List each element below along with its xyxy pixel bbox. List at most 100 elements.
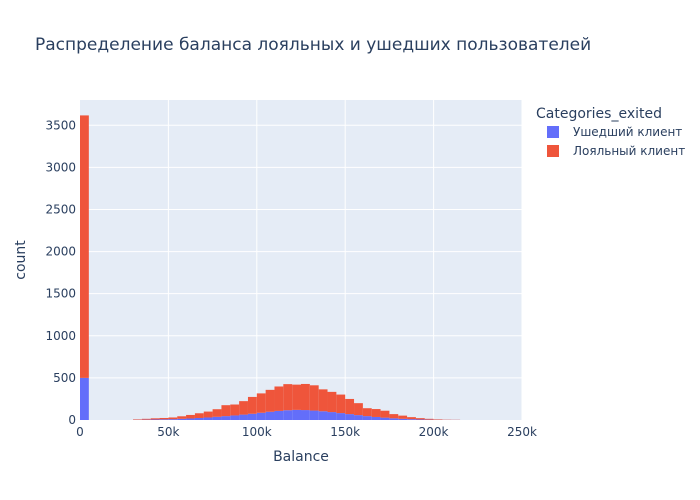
bar [336,413,346,420]
bar [177,418,187,420]
bar [301,383,310,411]
y-tick-label: 1500 [45,287,76,301]
bar [230,415,240,420]
bar [265,411,275,420]
x-tick-labels: 0 50k 100k 150k 200k 250k [76,425,537,439]
grid-lines [80,100,523,420]
x-tick-label: 150k [330,425,360,439]
y-tick-label: 2500 [45,202,76,216]
x-tick-label: 100k [242,425,272,439]
legend-label: Ушедший клиент [573,125,682,139]
bar [362,416,372,420]
bar [407,419,416,420]
x-tick-label: 250k [507,425,537,439]
bar [371,416,381,420]
plot-background [80,100,522,420]
bar [424,418,434,420]
bar [239,414,248,420]
y-tick-label: 1000 [45,329,76,343]
bar [159,417,169,420]
bar [133,419,142,420]
bar [221,416,231,420]
bar [239,401,248,415]
bar [345,398,355,415]
bar [283,384,293,411]
bars [80,115,461,420]
x-axis-title: Balance [273,449,329,465]
bar [150,418,160,420]
y-tick-label: 500 [53,371,76,385]
bar [274,386,284,411]
y-tick-label: 3500 [45,118,76,132]
bar [415,419,425,420]
bar [80,115,89,378]
legend: Categories_exited Ушедший клиент Лояльный… [536,106,685,158]
series-2-bars [80,115,461,420]
x-tick-label: 200k [419,425,449,439]
bar [186,418,195,420]
bar [159,419,169,420]
bar [398,418,408,420]
bar [433,419,443,420]
bar [247,396,257,414]
bar [327,412,337,420]
bar [212,409,222,417]
y-tick-labels: 0 500 1000 1500 2000 2500 3000 3500 [45,118,76,427]
bar [283,410,293,420]
y-axis-title: count [13,240,29,280]
bar [389,414,399,419]
y-tick-label: 2000 [45,245,76,259]
bar [177,416,187,419]
bar [194,417,204,420]
bar [221,405,231,417]
bar [212,416,222,420]
legend-label: Лояльный клиент [573,144,685,158]
bar [318,389,328,412]
bar [336,394,346,414]
x-tick-label: 0 [76,425,84,439]
bar [301,410,310,420]
bar [380,410,390,418]
bar [309,385,319,411]
legend-swatch [547,145,559,157]
bar [247,413,257,420]
bar [80,377,89,420]
x-tick-label: 50k [157,425,179,439]
bar [141,418,151,420]
bar [371,409,381,417]
bar [398,415,408,419]
bar [274,410,284,420]
bar [318,411,328,420]
bar [150,419,160,420]
bar [292,409,301,420]
bar [354,415,363,420]
bar [415,418,425,420]
bar [194,413,204,418]
bar [292,384,301,410]
bar [327,391,337,413]
bar [256,412,266,420]
bar [309,410,319,420]
bar [389,418,399,420]
bar [168,419,178,420]
y-tick-label: 0 [68,413,76,427]
bar [186,414,195,419]
bar [230,404,240,416]
bar [168,417,178,420]
y-tick-label: 3000 [45,160,76,174]
bar [362,408,372,417]
legend-items: Ушедший клиент Лояльный клиент [547,125,685,158]
bar [345,414,355,420]
chart-title: Распределение баланса лояльных и ушедших… [35,35,591,55]
bar [407,417,416,420]
bar [203,417,213,420]
series-1-bars [80,377,461,420]
legend-swatch [547,126,559,138]
bar [354,403,363,416]
legend-title: Categories_exited [536,106,662,122]
bar [380,417,390,420]
bar [265,389,275,412]
bar [256,393,266,413]
